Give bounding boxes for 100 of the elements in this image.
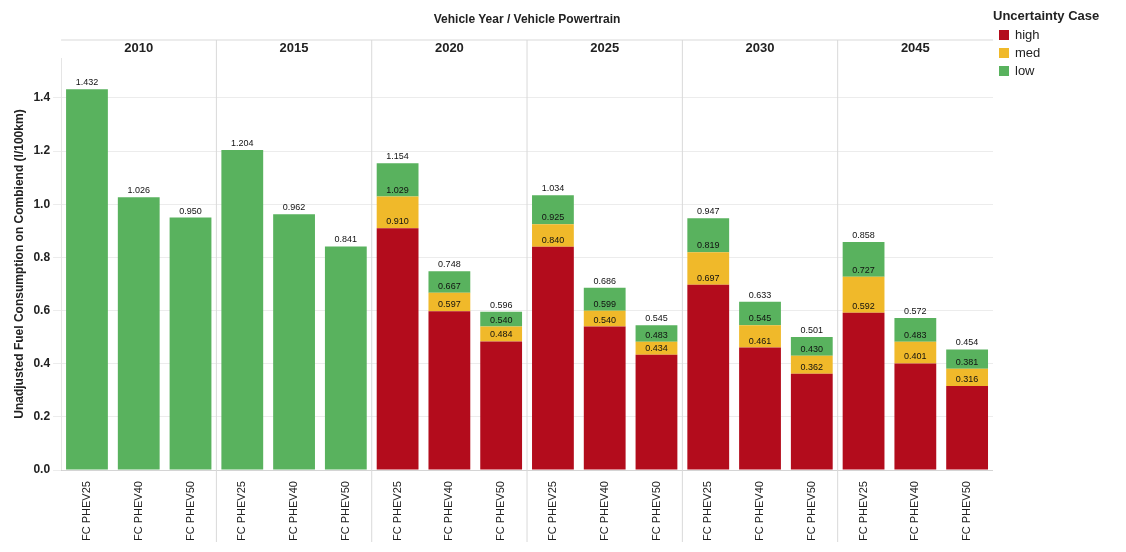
chart-title: Vehicle Year / Vehicle Powertrain (433, 12, 621, 27)
data-label: 0.592 (852, 300, 875, 311)
total-label: 0.748 (438, 259, 461, 270)
y-tick-label: 1.2 (33, 143, 51, 158)
annotation: 0.540 (489, 314, 513, 325)
bar (273, 214, 315, 470)
annotation: 0.483 (645, 329, 668, 340)
y-tick-label: 0.8 (33, 249, 51, 264)
bar (842, 312, 885, 470)
bar (894, 363, 937, 470)
bar (221, 149, 264, 470)
bar (480, 341, 523, 470)
data-label: 0.434 (645, 342, 668, 353)
total-label: 1.034 (541, 183, 565, 194)
text: 2015 (279, 39, 309, 55)
y-axis-title: Unadjusted Fuel Consumption on Combiend (l/100km) (11, 109, 26, 419)
x-tick-label: FC PHEV40 (908, 481, 921, 542)
bar (532, 224, 574, 247)
x-tick-label: FC PHEV50 (960, 481, 973, 542)
legend-label: high (1015, 27, 1040, 42)
legend-label: med (1015, 45, 1041, 60)
total-label: 0.841 (334, 234, 358, 245)
total-label: 0.545 (645, 313, 668, 324)
total-label: 0.596 (489, 299, 513, 310)
x-tick-label: FC PHEV50 (804, 481, 817, 542)
text: 2020 (434, 39, 464, 55)
x-tick-label: FC PHEV25 (701, 481, 714, 542)
legend-title: Uncertainty Case (993, 8, 1101, 23)
bar (635, 354, 678, 470)
data-label: 0.597 (438, 299, 461, 310)
total-label: 0.686 (593, 275, 616, 286)
bar (894, 318, 937, 342)
total-label: 1.026 (127, 185, 151, 196)
bar (324, 246, 367, 470)
annotation: 0.545 (748, 313, 772, 324)
bar (169, 217, 212, 470)
bar (376, 163, 419, 197)
annotation: 0.727 (852, 264, 875, 275)
legend-label: low (1015, 63, 1035, 78)
text: 2010 (124, 39, 154, 55)
bar (739, 325, 781, 348)
x-tick-label: FC PHEV50 (494, 481, 507, 542)
annotation: 0.381 (955, 356, 979, 367)
text: 2045 (900, 39, 930, 55)
annotation: 0.599 (593, 298, 616, 309)
x-tick-label: FC PHEV50 (649, 481, 662, 542)
total-label: 0.858 (852, 229, 875, 240)
total-label: 0.950 (179, 205, 202, 216)
data-label: 0.362 (800, 361, 824, 372)
total-label: 1.432 (75, 77, 99, 88)
y-tick-label: 0.4 (33, 356, 51, 371)
annotation: 0.819 (696, 240, 720, 251)
total-label: 0.962 (282, 202, 306, 213)
bar (842, 276, 885, 313)
x-tick-label: FC PHEV25 (235, 481, 248, 542)
bar (946, 386, 989, 470)
text: 2030 (745, 39, 775, 55)
data-label: 0.484 (489, 329, 513, 340)
annotation: 0.430 (800, 343, 824, 354)
data-label: 0.401 (904, 351, 927, 362)
data-label: 0.540 (593, 314, 616, 325)
text: 2025 (590, 39, 620, 55)
y-tick-label: 1.0 (33, 196, 51, 211)
x-tick-label: FC PHEV40 (131, 481, 144, 542)
x-tick-label: FC PHEV25 (856, 481, 869, 542)
bar (428, 311, 471, 470)
x-tick-label: FC PHEV25 (545, 481, 558, 542)
data-label: 0.316 (955, 374, 979, 385)
bar (946, 349, 989, 369)
data-label: 0.697 (696, 272, 720, 283)
bar (687, 284, 730, 470)
bar (687, 218, 730, 253)
bar (66, 89, 108, 470)
bar (376, 228, 419, 470)
x-tick-label: FC PHEV50 (183, 481, 196, 542)
x-tick-label: FC PHEV40 (753, 481, 766, 542)
total-label: 0.501 (800, 324, 824, 335)
bar (428, 271, 471, 293)
y-tick-label: 0.6 (33, 302, 51, 317)
x-tick-label: FC PHEV50 (338, 481, 351, 542)
total-label: 0.947 (696, 206, 720, 217)
annotation: 0.925 (541, 212, 565, 223)
y-tick-label: 0.0 (33, 462, 51, 477)
bar (532, 195, 574, 225)
annotation: 0.667 (438, 280, 461, 291)
total-label: 0.633 (748, 289, 772, 300)
x-tick-label: FC PHEV40 (287, 481, 300, 542)
x-tick-label: FC PHEV40 (442, 481, 455, 542)
total-label: 0.454 (955, 337, 979, 348)
data-label: 0.840 (541, 234, 565, 245)
bar (739, 347, 781, 470)
annotation: 0.483 (904, 329, 927, 340)
total-label: 1.204 (231, 137, 254, 148)
bar (842, 241, 885, 277)
x-tick-label: FC PHEV25 (80, 481, 92, 542)
bar (583, 326, 626, 470)
total-label: 0.572 (904, 306, 927, 316)
bar (376, 196, 419, 229)
data-label: 0.910 (386, 216, 409, 227)
x-tick-label: FC PHEV25 (390, 481, 403, 542)
